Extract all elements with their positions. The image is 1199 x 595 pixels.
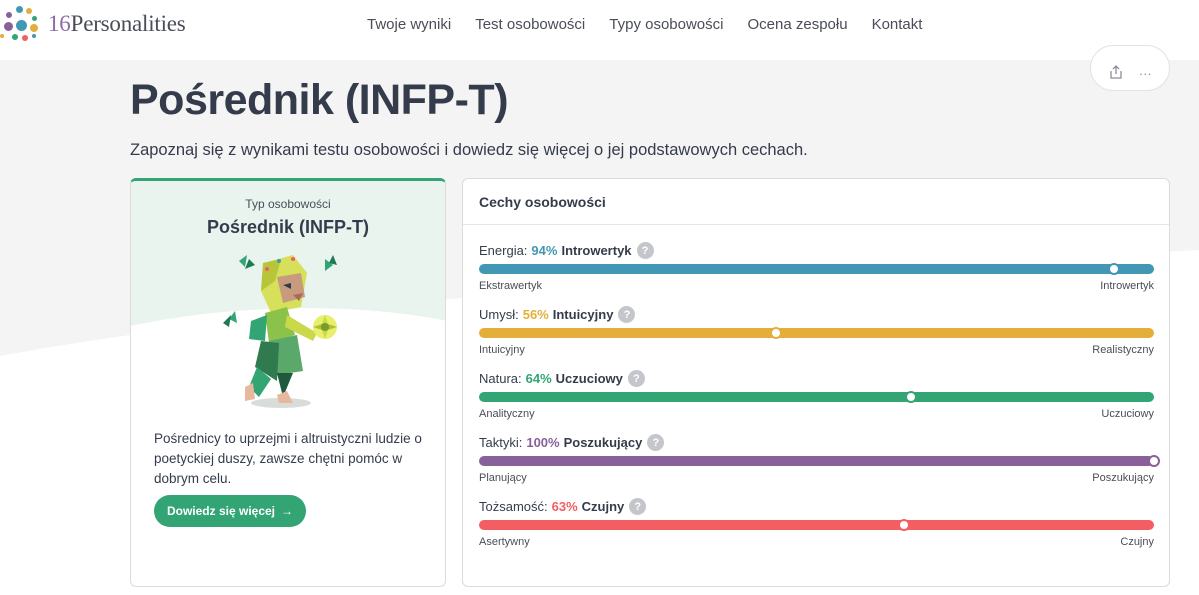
trait-identity-name: Czujny (581, 499, 625, 514)
trait-mind-marker (770, 327, 782, 339)
logo-text: 16Personalities (48, 11, 186, 37)
help-icon[interactable]: ? (627, 370, 645, 387)
trait-mind-right: Realistyczny (1092, 344, 1154, 356)
trait-tactics-left: Planujący (479, 472, 527, 484)
trait-energy-heading: Energia: 94% Introwertyk ? (479, 242, 1154, 259)
personality-type-card: Typ osobowości Pośrednik (INFP-T) (130, 178, 446, 587)
share-button[interactable] (1108, 64, 1124, 83)
help-icon[interactable]: ? (618, 306, 636, 323)
trait-energy-name: Introwertyk (561, 243, 632, 258)
trait-nature-right: Uczuciowy (1101, 408, 1154, 420)
trait-nature-left: Analityczny (479, 408, 535, 420)
trait-mind-name: Intuicyjny (552, 307, 614, 322)
nav-personality-test[interactable]: Test osobowości (475, 16, 586, 33)
trait-nature-scale: Analityczny Uczuciowy (479, 408, 1154, 420)
trait-energy-percent: 94% (531, 243, 558, 258)
more-options-button[interactable]: ··· (1138, 65, 1152, 81)
page-title: Pośrednik (INFP-T) (130, 76, 509, 124)
main-nav: Twoje wyniki Test osobowości Typy osobow… (367, 16, 922, 33)
trait-identity-percent: 63% (551, 499, 578, 514)
trait-energy-marker (1107, 263, 1120, 275)
trait-nature-heading: Natura: 64% Uczuciowy ? (479, 370, 1154, 387)
trait-mind-label: Umysł: (479, 307, 519, 322)
trait-identity: Tożsamość: 63% Czujny ? Asertywny Czujny (479, 498, 1154, 548)
help-icon[interactable]: ? (647, 434, 665, 451)
trait-identity-bar (479, 520, 1154, 530)
trait-tactics-label: Taktyki: (479, 435, 523, 450)
help-icon[interactable]: ? (636, 242, 654, 259)
share-icon (1110, 64, 1122, 79)
trait-tactics: Taktyki: 100% Poszukujący ? Planujący Po… (479, 434, 1160, 484)
logo-word: Personalities (70, 11, 186, 36)
learn-more-button[interactable]: Dowiedz się więcej → (154, 495, 306, 527)
trait-energy-left: Ekstrawertyk (479, 280, 542, 292)
logo[interactable]: 16Personalities (0, 2, 186, 46)
trait-tactics-right: Poszukujący (1092, 472, 1154, 484)
trait-energy-scale: Ekstrawertyk Introwertyk (479, 280, 1154, 292)
trait-energy-bar (479, 264, 1154, 274)
trait-nature-marker (905, 391, 917, 403)
trait-nature: Natura: 64% Uczuciowy ? Analityczny Uczu… (479, 370, 1154, 420)
nav-your-results[interactable]: Twoje wyniki (367, 16, 452, 33)
trait-tactics-percent: 100% (526, 435, 560, 450)
nav-contact[interactable]: Kontakt (871, 16, 923, 33)
trait-mind-bar (479, 328, 1154, 338)
trait-nature-label: Natura: (479, 371, 522, 386)
nav-personality-types[interactable]: Typy osobowości (609, 16, 724, 33)
type-label: Typ osobowości (245, 197, 331, 211)
trait-nature-name: Uczuciowy (555, 371, 623, 386)
trait-tactics-scale: Planujący Poszukujący (479, 472, 1154, 484)
traits-card-title: Cechy osobowości (463, 179, 1169, 225)
trait-identity-scale: Asertywny Czujny (479, 536, 1154, 548)
trait-mind-left: Intuicyjny (479, 344, 525, 356)
trait-tactics-bar (479, 456, 1154, 466)
type-name: Pośrednik (INFP-T) (206, 217, 369, 237)
trait-nature-bar (479, 392, 1154, 402)
nav-team-assessment[interactable]: Ocena zespołu (747, 16, 848, 33)
trait-mind-scale: Intuicyjny Realistyczny (479, 344, 1154, 356)
logo-dots-icon (0, 2, 44, 46)
trait-energy-label: Energia: (479, 243, 528, 258)
arrow-right-icon: → (281, 504, 294, 518)
trait-tactics-heading: Taktyki: 100% Poszukujący ? (479, 434, 1154, 451)
personality-traits-card: Cechy osobowości Energia: 94% Introwerty… (462, 178, 1170, 587)
trait-identity-heading: Tożsamość: 63% Czujny ? (479, 498, 1154, 515)
trait-mind-heading: Umysł: 56% Intuicyjny ? (479, 306, 1154, 323)
trait-energy-right: Introwertyk (1100, 280, 1154, 292)
page-subtitle: Zapoznaj się z wynikami testu osobowości… (130, 141, 808, 159)
trait-energy: Energia: 94% Introwertyk ? Ekstrawertyk … (479, 242, 1154, 292)
trait-identity-right: Czujny (1120, 536, 1154, 548)
logo-number: 16 (48, 11, 71, 36)
trait-identity-marker (898, 519, 910, 531)
trait-tactics-name: Poszukujący (563, 435, 643, 450)
mediator-character-icon (223, 255, 337, 408)
learn-more-label: Dowiedz się więcej (166, 504, 276, 518)
trait-tactics-marker (1148, 455, 1160, 467)
trait-identity-label: Tożsamość: (479, 499, 548, 514)
trait-mind: Umysł: 56% Intuicyjny ? Intuicyjny Reali… (479, 306, 1154, 356)
site-header: 16Personalities Twoje wyniki Test osobow… (0, 0, 1199, 60)
page-actions: ··· (1090, 45, 1170, 91)
help-icon[interactable]: ? (629, 498, 647, 515)
trait-mind-percent: 56% (522, 307, 549, 322)
trait-identity-left: Asertywny (479, 536, 530, 548)
trait-nature-percent: 64% (525, 371, 552, 386)
type-description: Pośrednicy to uprzejmi i altruistyczni l… (154, 431, 422, 486)
